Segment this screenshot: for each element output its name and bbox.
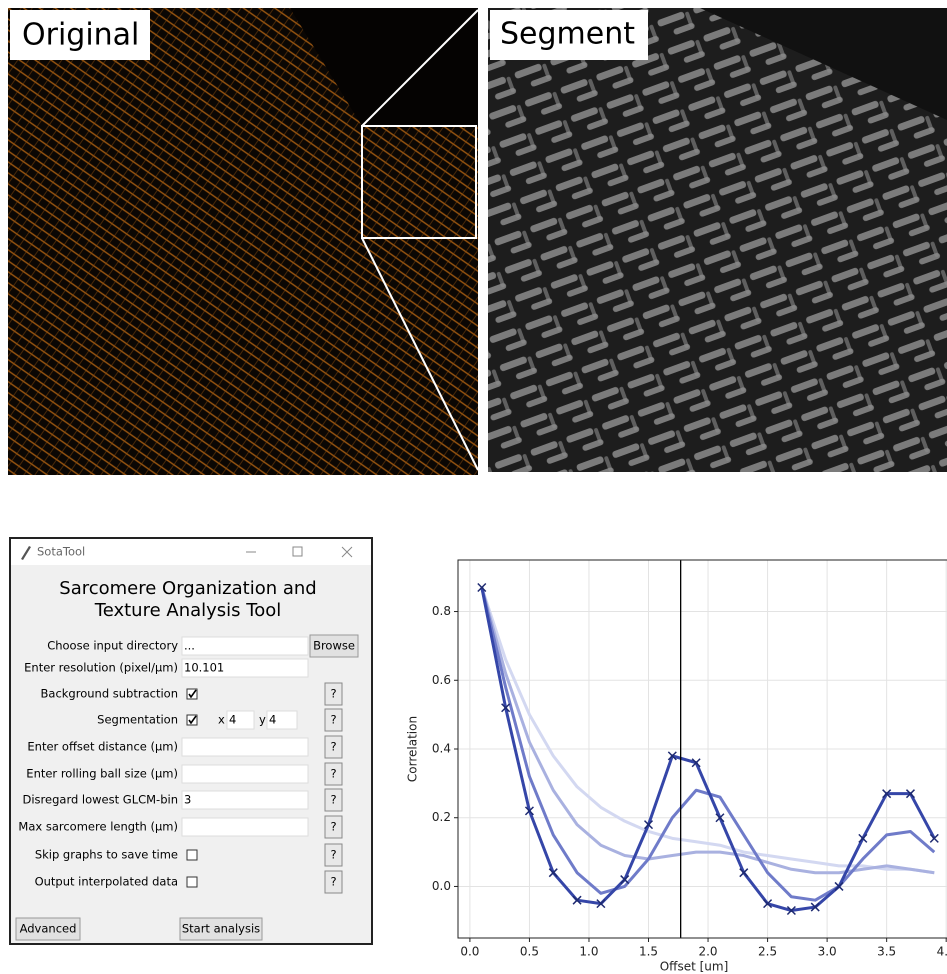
button-label: Advanced [20,922,77,936]
field-label: Background subtraction [41,687,178,701]
heading: Sarcomere Organization and [59,578,316,599]
button-label: ? [330,767,336,781]
button-label: ? [330,687,336,701]
field-label: Output interpolated data [35,875,178,889]
x-tick-label: 3.0 [818,945,837,959]
x-axis-label: Offset [um] [660,960,729,974]
x-tick-label: 2.0 [698,945,717,959]
button-label: ? [330,713,336,727]
window-title: SotaTool [37,545,85,559]
checkbox[interactable] [187,850,197,860]
button-label: ? [330,820,336,834]
field-label: Max sarcomere length (µm) [18,820,178,834]
field-label: Segmentation [97,713,178,727]
panel-label: Original [22,18,139,53]
button-label: ? [330,793,336,807]
field-label: x [218,713,225,727]
page: Original Segment SotaTool Sarcomere Orga… [0,0,947,974]
heading: Texture Analysis Tool [94,600,281,621]
field-label: Skip graphs to save time [35,848,178,862]
x-tick-label: 1.5 [639,945,658,959]
text-input[interactable] [182,738,308,756]
field-label: Enter rolling ball size (µm) [26,767,178,781]
x-tick-label: 4.0 [937,945,947,959]
button-label: Start analysis [182,922,260,936]
panel-label: Segment [500,17,635,52]
y-tick-label: 0.4 [432,742,451,756]
y-tick-label: 0.8 [432,604,451,618]
y-tick-label: 0.6 [432,673,451,687]
field-label: y [259,713,266,727]
field-label: Choose input directory [47,639,178,653]
input-value: 3 [184,793,191,807]
field-label: Enter offset distance (µm) [27,740,178,754]
figure: Original Segment SotaTool Sarcomere Orga… [0,0,947,974]
x-tick-label: 2.5 [758,945,777,959]
x-tick-label: 0.5 [520,945,539,959]
button-label: ? [330,875,336,889]
text-input[interactable] [182,791,308,809]
input-value: 4 [229,713,236,727]
text-input[interactable] [182,637,308,655]
x-tick-label: 0.0 [460,945,479,959]
button-label: Browse [313,639,355,653]
field-label: Disregard lowest GLCM-bin [23,793,179,807]
text-input[interactable] [182,765,308,783]
y-tick-label: 0.0 [432,879,451,893]
button-label: ? [330,848,336,862]
y-axis-label: Correlation [406,716,420,782]
field-label: Enter resolution (pixel/µm) [24,661,178,675]
checkbox[interactable] [187,877,197,887]
input-value: ... [184,639,195,653]
input-value: 4 [269,713,276,727]
input-value: 10.101 [184,661,224,675]
x-tick-label: 1.0 [579,945,598,959]
y-tick-label: 0.2 [432,810,451,824]
x-tick-label: 3.5 [877,945,896,959]
text-input[interactable] [182,818,308,836]
button-label: ? [330,740,336,754]
